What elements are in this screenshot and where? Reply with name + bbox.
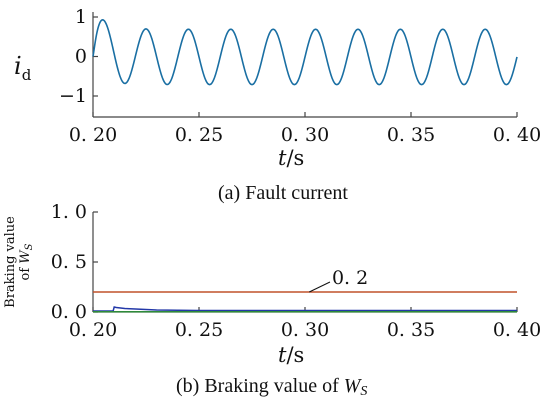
series-b-group (93, 291, 517, 313)
a-y-tick-label: −1 (59, 85, 87, 107)
annotation-threshold-label: 0. 2 (332, 267, 368, 289)
b-x-tick-label: 0. 25 (175, 319, 223, 341)
b-x-tick-label: 0. 35 (387, 319, 435, 341)
x-axis-label-a: t/s (278, 146, 304, 170)
a-x-tick-label: 0. 20 (69, 124, 117, 146)
fault-current-chart: 0. 20 0. 25 0. 30 0. 35 0. 40 −1 0 1 id t/s (a)… (14, 6, 541, 204)
braking-value-chart: 0. 20 0. 25 0. 30 0. 35 0. 40 0. 0 0. 5 1. 0 0.… (3, 201, 541, 399)
y-axis-label-b: Braking value of WS (3, 216, 35, 308)
y-axis-label-b-line2: of WS (18, 243, 35, 280)
caption-a: (a) Fault current (218, 182, 348, 204)
ticks-b: 0. 20 0. 25 0. 30 0. 35 0. 40 0. 0 0. 5 1. 0 (51, 201, 541, 341)
a-y-tick-label: 0 (75, 46, 87, 68)
x-axis-label-b: t/s (278, 343, 304, 367)
y-axis-label-b-line1: Braking value (3, 216, 18, 308)
a-y-tick-label: 1 (75, 6, 87, 28)
b-y-tick-label: 0. 0 (51, 301, 87, 323)
b-y-tick-label: 0. 5 (51, 251, 87, 273)
series-braking-value-line (93, 306, 517, 312)
a-x-tick-label: 0. 40 (493, 124, 541, 146)
caption-b: (b) Braking value of WS (176, 375, 367, 399)
series-fault-current-line (92, 19, 518, 86)
a-x-tick-label: 0. 25 (175, 124, 223, 146)
b-y-tick-label: 1. 0 (51, 201, 87, 223)
y-axis-label-a: id (14, 52, 32, 84)
b-x-tick-label: 0. 40 (493, 319, 541, 341)
ticks-a: 0. 20 0. 25 0. 30 0. 35 0. 40 −1 0 1 (59, 6, 541, 146)
a-x-tick-label: 0. 35 (387, 124, 435, 146)
b-x-tick-label: 0. 20 (69, 319, 117, 341)
a-x-tick-label: 0. 30 (281, 124, 329, 146)
annotation-leader (309, 281, 331, 293)
b-x-tick-label: 0. 30 (281, 319, 329, 341)
